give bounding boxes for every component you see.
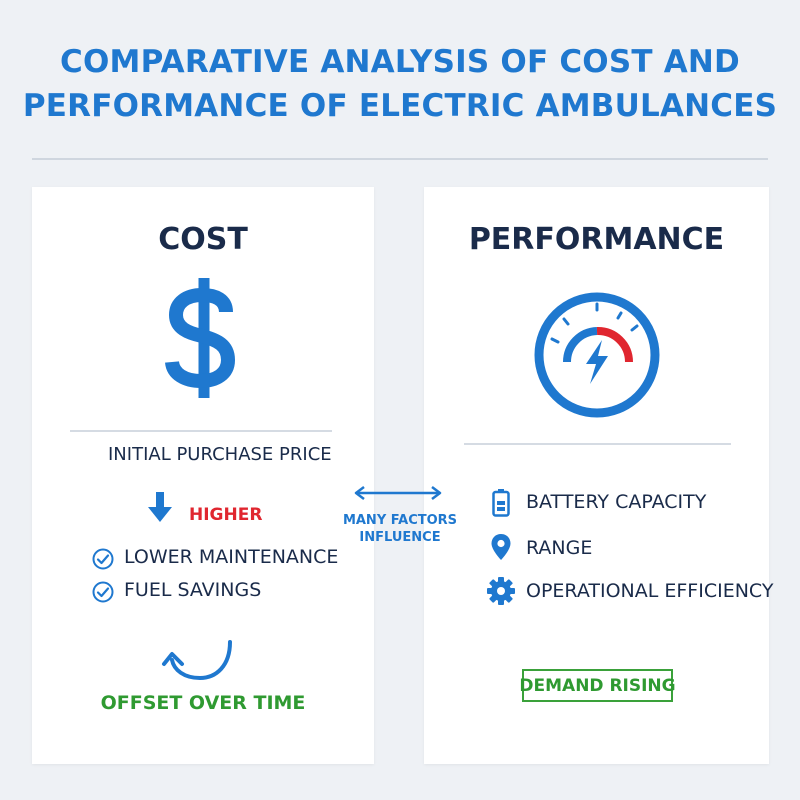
price-direction-higher: HIGHER bbox=[189, 505, 263, 525]
gear-icon bbox=[487, 577, 515, 605]
cost-heading: COST bbox=[158, 222, 248, 257]
location-pin-icon bbox=[491, 534, 511, 560]
check-circle-icon bbox=[92, 581, 114, 603]
benefit-fuel-savings: FUEL SAVINGS bbox=[124, 579, 262, 601]
page-title: COMPARATIVE ANALYSIS OF COST AND PERFORM… bbox=[0, 40, 800, 128]
battery-icon bbox=[492, 489, 510, 517]
check-circle-icon bbox=[92, 548, 114, 570]
connector-label-line-1: MANY FACTORS bbox=[342, 513, 458, 528]
demand-rising-badge: DEMAND RISING bbox=[519, 669, 676, 702]
factor-battery-capacity: BATTERY CAPACITY bbox=[526, 491, 707, 513]
circular-arrow-icon bbox=[162, 640, 232, 681]
cost-divider bbox=[70, 430, 332, 432]
offset-over-time-label: OFFSET OVER TIME bbox=[100, 692, 306, 714]
factor-operational-efficiency: OPERATIONAL EFFICIENCY bbox=[526, 580, 774, 602]
connector-label-line-2: INFLUENCE bbox=[359, 530, 441, 545]
benefit-lower-maintenance: LOWER MAINTENANCE bbox=[124, 546, 339, 568]
title-divider bbox=[32, 158, 768, 160]
factor-range: RANGE bbox=[526, 537, 593, 559]
arrow-down-icon bbox=[148, 492, 172, 522]
page-title-line-1: COMPARATIVE ANALYSIS OF COST AND bbox=[60, 44, 740, 80]
dollar-sign-icon bbox=[165, 278, 236, 398]
connector-label: MANY FACTORS INFLUENCE bbox=[340, 512, 460, 546]
initial-purchase-price-label: INITIAL PURCHASE PRICE bbox=[108, 444, 332, 465]
double-arrow-icon bbox=[354, 486, 442, 500]
gauge-bolt-icon bbox=[534, 292, 660, 418]
page-title-line-2: PERFORMANCE OF ELECTRIC AMBULANCES bbox=[22, 88, 778, 124]
performance-divider bbox=[464, 443, 731, 445]
performance-heading: PERFORMANCE bbox=[468, 222, 725, 257]
performance-card bbox=[424, 187, 769, 764]
